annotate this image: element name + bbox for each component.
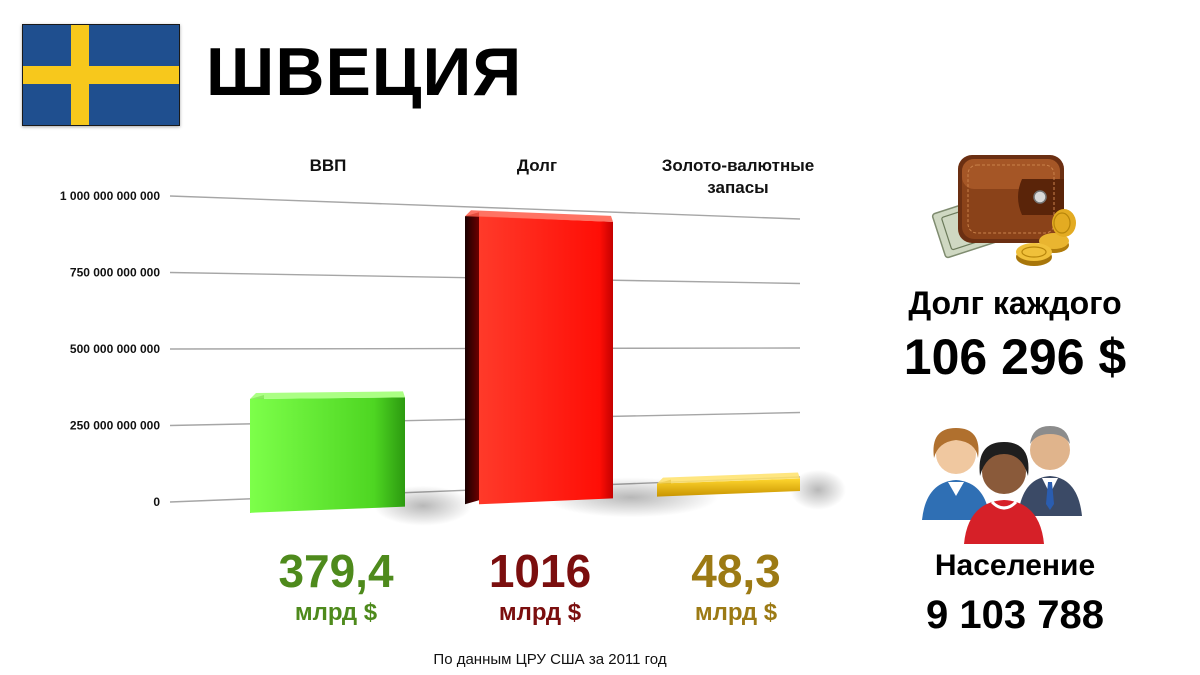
sweden-flag xyxy=(22,24,180,126)
debt-per-person-value: 106 296 $ xyxy=(903,329,1127,385)
category-label: ВВП xyxy=(310,156,347,175)
category-label: Золото-валютные запасы xyxy=(662,156,814,197)
y-tick-label: 1 000 000 000 000 xyxy=(60,189,160,203)
bar-chart: 0 250 000 000 000 500 000 000 000 750 000 0… xyxy=(60,156,846,526)
wallet-icon xyxy=(931,155,1076,266)
y-tick-label: 500 000 000 000 xyxy=(70,342,160,356)
gdp-value: 379,4 xyxy=(278,545,394,597)
y-tick-label: 0 xyxy=(153,495,160,509)
bar-gdp xyxy=(250,391,473,526)
source-note: По данным ЦРУ США за 2011 год xyxy=(433,651,667,668)
reserves-unit: млрд $ xyxy=(694,599,778,626)
gridline xyxy=(169,195,801,220)
population-label: Население xyxy=(934,549,1096,582)
debt-unit: млрд $ xyxy=(498,599,582,626)
page-title: ШВЕЦИЯ xyxy=(206,34,523,110)
debt-per-person-label: Долг каждого xyxy=(908,285,1122,321)
debt-value: 1016 xyxy=(488,545,592,597)
category-label: Долг xyxy=(517,156,557,175)
gdp-unit: млрд $ xyxy=(294,599,378,626)
y-tick-label: 750 000 000 000 xyxy=(70,266,160,280)
people-icon xyxy=(922,426,1082,544)
y-tick-label: 250 000 000 000 xyxy=(70,419,160,433)
bar-reserves xyxy=(657,469,846,510)
population-value: 9 103 788 xyxy=(926,593,1104,637)
bar-debt xyxy=(465,210,719,518)
reserves-value: 48,3 xyxy=(691,545,781,597)
